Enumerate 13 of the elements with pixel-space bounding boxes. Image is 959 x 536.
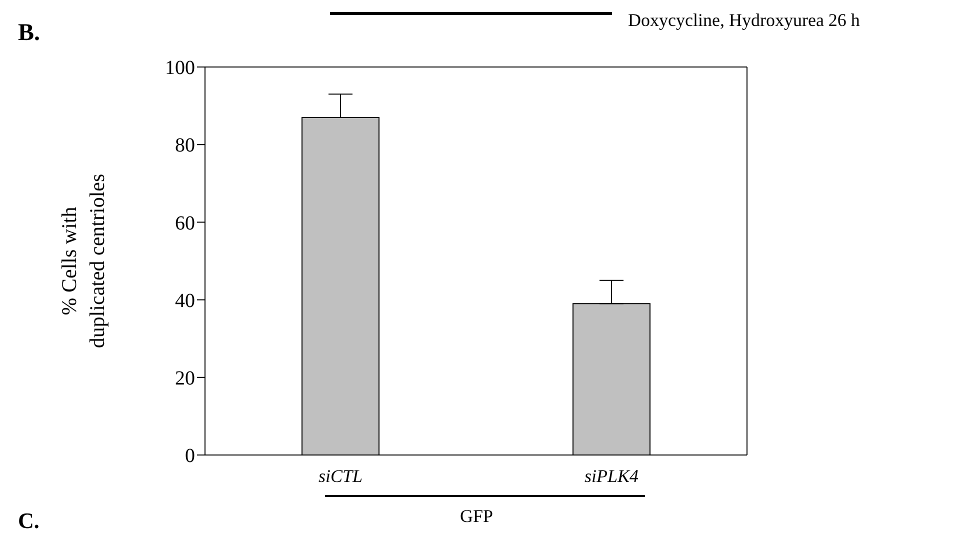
y-tick-label: 40 — [175, 290, 195, 312]
text: C. — [18, 508, 40, 534]
text: Doxycycline, Hydroxyurea 26 h — [628, 10, 860, 31]
y-tick-label: 20 — [175, 368, 195, 390]
x-tick-label: siCTL — [318, 466, 363, 486]
y-tick-label: 60 — [175, 212, 195, 234]
text: B. — [18, 20, 40, 47]
x-tick-label: siPLK4 — [584, 466, 639, 486]
y-tick-label: 0 — [185, 445, 195, 468]
text: GFP — [460, 506, 494, 527]
y-tick-label: 80 — [175, 134, 195, 157]
y-tick-label: 100 — [165, 57, 195, 80]
y-axis-title: % Cells with duplicated centrioles — [57, 174, 109, 348]
